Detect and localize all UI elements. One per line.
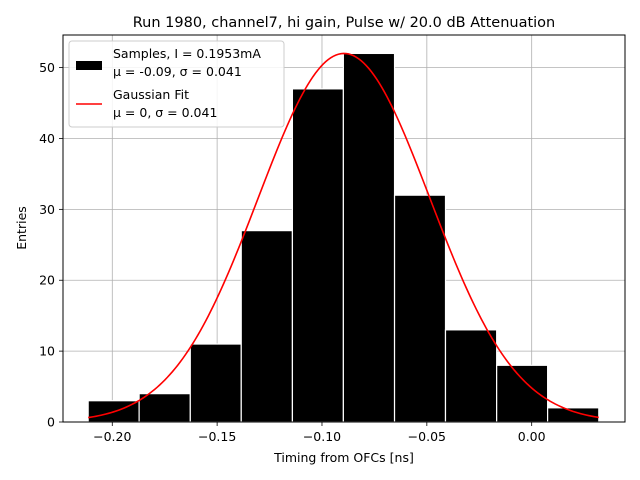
histogram-bar — [342, 52, 396, 423]
histogram-bar — [240, 230, 294, 423]
x-axis-ticks: −0.20 −0.15 −0.10 −0.05 0.00 — [93, 422, 546, 444]
legend-samples-swatch — [76, 61, 102, 70]
gaussian-fit-curve — [88, 52, 599, 419]
y-tick-label: 30 — [39, 202, 55, 217]
legend-box — [68, 40, 285, 128]
histogram-bar — [291, 88, 344, 423]
y-tick-label: 50 — [39, 60, 55, 75]
x-tick-label: 0.00 — [518, 429, 546, 444]
y-tick-label: 0 — [47, 415, 55, 430]
y-tick-label: 10 — [39, 344, 55, 359]
histogram-bar — [547, 407, 600, 423]
plot-frame — [62, 34, 626, 423]
y-tick-label: 20 — [39, 273, 55, 288]
x-axis-label: Timing from OFCs [ns] — [273, 450, 414, 465]
y-axis-ticks: 0 10 20 30 40 50 — [39, 60, 63, 430]
histogram-bar — [138, 393, 191, 423]
legend-samples-stats: μ = -0.09, σ = 0.041 — [113, 64, 242, 79]
histogram-bar — [189, 343, 242, 423]
y-axis-label: Entries — [14, 206, 29, 250]
histogram-bar — [444, 329, 498, 423]
histogram-bar — [393, 194, 447, 423]
legend-fit-label: Gaussian Fit — [113, 87, 189, 102]
y-tick-label: 40 — [39, 131, 55, 146]
legend-fit-stats: μ = 0, σ = 0.041 — [113, 105, 217, 120]
x-tick-label: −0.05 — [408, 429, 446, 444]
legend-samples-label: Samples, I = 0.1953mA — [113, 46, 261, 61]
legend: Samples, I = 0.1953mA μ = -0.09, σ = 0.0… — [68, 40, 285, 128]
x-tick-label: −0.10 — [303, 429, 341, 444]
chart-title: Run 1980, channel7, hi gain, Pulse w/ 20… — [133, 15, 556, 31]
x-tick-label: −0.20 — [93, 429, 131, 444]
x-tick-label: −0.15 — [198, 429, 236, 444]
histogram-bars — [87, 52, 600, 423]
